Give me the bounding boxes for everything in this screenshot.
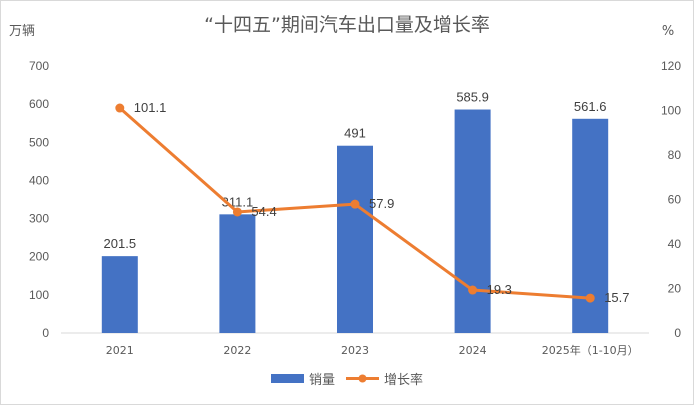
left-tick-label: 300 — [29, 212, 49, 226]
line-data-label: 57.9 — [369, 196, 394, 211]
x-tick-label: 2022 — [223, 344, 251, 357]
bar-data-label: 201.5 — [104, 236, 137, 251]
left-tick-label: 500 — [29, 135, 49, 149]
right-tick-label: 0 — [674, 326, 681, 340]
right-tick-label: 100 — [661, 104, 681, 118]
line-point — [232, 207, 242, 217]
left-axis-unit: 万辆 — [9, 24, 35, 39]
right-axis-unit: % — [662, 24, 674, 39]
legend-swatch-marker — [358, 374, 367, 383]
right-tick-label: 120 — [661, 59, 681, 73]
line-data-label: 15.7 — [604, 290, 629, 305]
bar — [337, 145, 373, 333]
legend: 销量 增长率 — [271, 372, 423, 388]
x-tick-label: 2023 — [341, 344, 369, 357]
bar-data-label: 491 — [344, 126, 366, 141]
bar-data-label: 561.6 — [574, 99, 607, 114]
bar — [454, 109, 491, 334]
line-point — [115, 103, 125, 113]
line-point — [350, 199, 360, 209]
chart-title: “十四五”期间汽车出口量及增长率 — [204, 14, 490, 36]
left-tick-label: 200 — [29, 250, 49, 264]
left-tick-label: 0 — [42, 326, 49, 340]
right-tick-label: 80 — [668, 148, 682, 162]
line-point — [468, 285, 478, 295]
left-tick-label: 700 — [29, 59, 49, 73]
x-axis-ticks: 2021 2022 2023 2024 2025年（1-10月） — [106, 343, 639, 357]
right-tick-label: 40 — [668, 237, 682, 251]
legend-swatch-bar — [271, 374, 304, 383]
legend-label-line: 增长率 — [384, 372, 423, 388]
right-tick-label: 60 — [668, 193, 682, 207]
bar-data-label: 585.9 — [456, 90, 489, 105]
x-tick-label: 2024 — [459, 344, 487, 357]
bar — [219, 214, 256, 333]
left-tick-label: 400 — [29, 173, 49, 187]
right-tick-label: 20 — [668, 282, 682, 296]
left-tick-label: 100 — [29, 288, 49, 302]
line-data-label: 19.3 — [487, 282, 512, 297]
right-axis-ticks: 0 20 40 60 80 100 120 — [661, 59, 681, 340]
line-point — [585, 293, 595, 303]
x-tick-label: 2025年（1-10月） — [542, 343, 639, 357]
bar — [101, 256, 138, 333]
line-data-label: 101.1 — [134, 100, 167, 115]
legend-label-bar: 销量 — [309, 373, 335, 388]
left-tick-label: 600 — [29, 97, 49, 111]
line-data-label: 54.4 — [251, 204, 276, 219]
left-axis-ticks: 0 100 200 300 400 500 600 700 — [29, 59, 49, 340]
line-series: 101.1 54.4 57.9 19.3 15.7 — [115, 100, 630, 305]
x-tick-label: 2021 — [106, 344, 134, 357]
